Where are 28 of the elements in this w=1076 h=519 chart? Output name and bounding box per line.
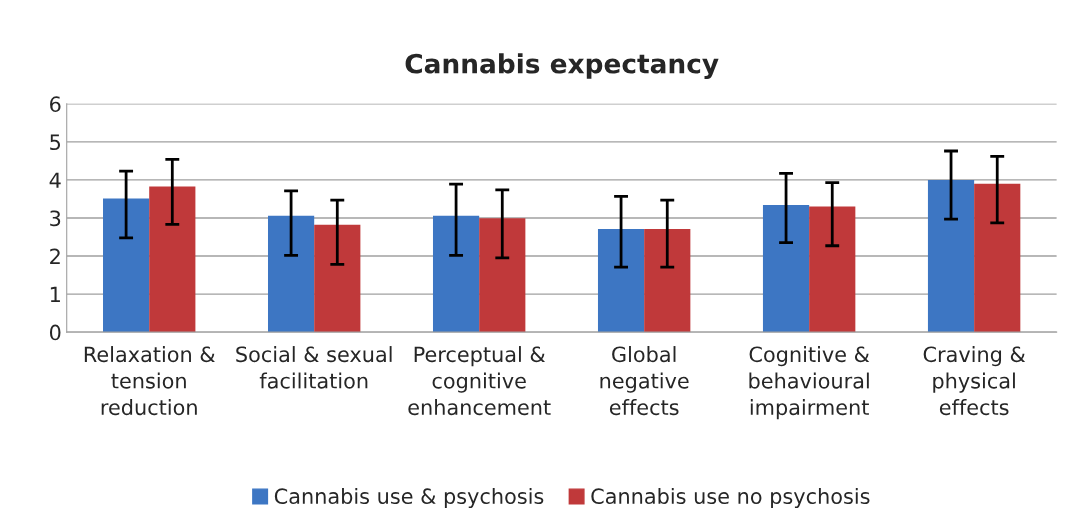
x-tick-label: Global negative effects bbox=[600, 346, 689, 416]
y-tick-label: 2 bbox=[50, 248, 60, 264]
bar bbox=[809, 206, 856, 333]
bar bbox=[974, 183, 1021, 333]
bar bbox=[432, 215, 480, 333]
x-tick-label: Relaxation & tension reduction bbox=[84, 346, 215, 416]
bar bbox=[644, 229, 691, 333]
bar bbox=[762, 205, 810, 333]
bar bbox=[149, 186, 196, 333]
bar bbox=[927, 179, 975, 333]
x-tick-label: Craving & physical effects bbox=[923, 346, 1026, 416]
y-tick-label: 4 bbox=[49, 172, 61, 188]
bar bbox=[103, 198, 150, 333]
y-tick-label: 1 bbox=[50, 286, 60, 303]
bar bbox=[268, 215, 315, 333]
x-tick-label: Social & sexual facilitation bbox=[236, 346, 392, 389]
y-tick-label: 5 bbox=[50, 134, 61, 151]
legend-label: Cannabis use & psychosis bbox=[274, 487, 544, 509]
y-tick-label: 0 bbox=[49, 324, 61, 341]
bar bbox=[479, 218, 526, 333]
bar bbox=[597, 229, 645, 333]
x-tick-label: Perceptual & cognitive enhancement bbox=[408, 346, 551, 416]
x-tick-label: Cognitive & behavioural impairment bbox=[749, 346, 870, 420]
bar bbox=[314, 224, 361, 333]
chart-title: Cannabis expectancy bbox=[405, 53, 719, 79]
y-tick-label: 6 bbox=[50, 96, 61, 113]
legend-label: Cannabis use no psychosis bbox=[591, 487, 870, 509]
y-tick-label: 3 bbox=[50, 210, 61, 227]
